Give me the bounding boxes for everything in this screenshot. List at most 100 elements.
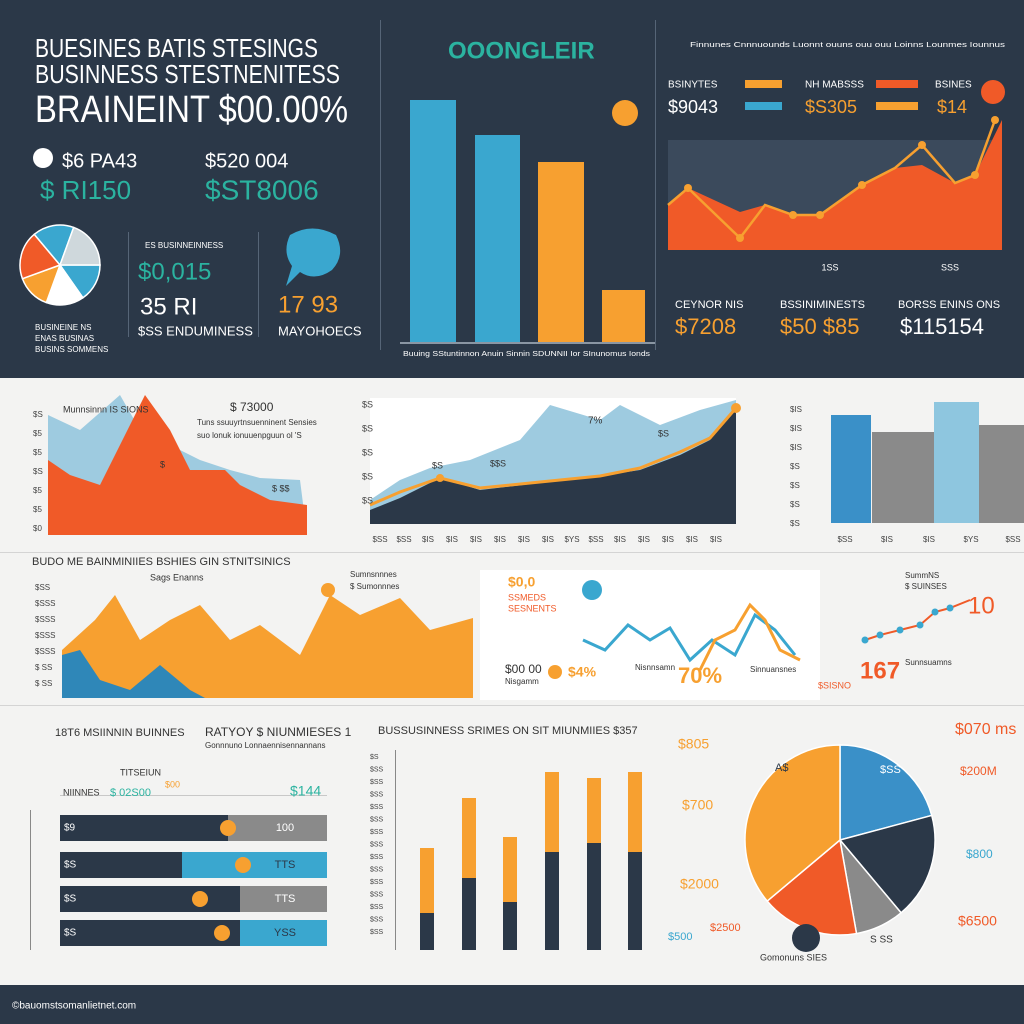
frame bbox=[60, 795, 327, 796]
value-text: $7208 bbox=[675, 314, 736, 339]
point bbox=[731, 403, 741, 413]
label-text: $6 PA43 bbox=[62, 150, 137, 172]
axis-label: $SS bbox=[370, 829, 384, 836]
point bbox=[548, 665, 562, 679]
axis-label: $ SS bbox=[35, 663, 52, 672]
label-text: BORSS ENINS ONS bbox=[898, 299, 1000, 311]
trend-point bbox=[736, 234, 744, 242]
divider bbox=[0, 552, 1024, 553]
axis-label: $IS bbox=[923, 535, 935, 544]
axis-label: $SSS bbox=[35, 647, 55, 656]
title-text: BUSSUSINNESS SRIMES ON SIT MIUNMIIES $35… bbox=[378, 725, 638, 737]
divider bbox=[380, 20, 381, 350]
item-text: $6500 bbox=[958, 913, 997, 929]
bar-rest bbox=[240, 920, 327, 946]
subtitle-text: Sags Enanns bbox=[150, 572, 204, 582]
axis-label: $SS bbox=[588, 535, 603, 544]
axis-label: $S bbox=[790, 519, 800, 528]
area-blue bbox=[62, 650, 205, 698]
axis-label: $S bbox=[370, 754, 379, 761]
item-text: Gomonuns SIES bbox=[760, 952, 827, 962]
axis-label: $IS bbox=[662, 535, 674, 544]
axis-label: $SS bbox=[370, 804, 384, 811]
item-text: SESNENTS bbox=[508, 603, 557, 613]
item-text: SummNS bbox=[905, 571, 939, 580]
axis-label: $IS bbox=[686, 535, 698, 544]
point bbox=[876, 631, 884, 639]
name-text: BSINYTES bbox=[668, 80, 718, 91]
item-text: $0,0 bbox=[508, 574, 535, 590]
bar-rest bbox=[182, 852, 327, 878]
header-text: Finnunes Cnnnuounds Luonnt ouuns ouu ouu… bbox=[690, 42, 1006, 49]
axis-label: $SS bbox=[372, 535, 387, 544]
axis-label: $IS bbox=[790, 424, 802, 433]
axis-label: $SS bbox=[396, 535, 411, 544]
axis-label: $SSS bbox=[35, 631, 55, 640]
axis-label: $SS bbox=[370, 766, 384, 773]
bar-rest bbox=[228, 815, 327, 841]
item-text: $2500 bbox=[710, 922, 741, 934]
row-label: $9 bbox=[64, 823, 76, 834]
trend-area bbox=[668, 120, 1002, 250]
row-label: $S bbox=[64, 894, 77, 905]
line-orange bbox=[698, 602, 801, 671]
item-text: 1SS bbox=[821, 262, 838, 272]
point bbox=[896, 626, 904, 634]
legend-swatch bbox=[876, 102, 918, 110]
bar-bottom bbox=[420, 913, 434, 950]
bar-dark bbox=[60, 886, 240, 912]
item-text: $S bbox=[432, 460, 443, 470]
axis-label: $IS bbox=[518, 535, 530, 544]
bar-dark bbox=[60, 815, 228, 841]
row-value: 100 bbox=[276, 822, 294, 834]
item-text: $ 02S00 bbox=[110, 787, 151, 799]
item-text: BUSINNESS STESTNENITESS bbox=[35, 59, 340, 89]
axis-label: $5 bbox=[33, 448, 42, 457]
item-text: BRAINEINT $00.00% bbox=[35, 89, 348, 131]
note-text: ES BUSINNEINNESS bbox=[145, 241, 223, 250]
caption-text: $SS ENDUMINESS bbox=[138, 323, 253, 338]
bar-bottom bbox=[503, 902, 517, 950]
axis-label: $SS bbox=[370, 779, 384, 786]
axis-label: $SS bbox=[370, 904, 384, 911]
title-text: OOONGLEIR bbox=[448, 37, 595, 64]
bar-bottom bbox=[545, 852, 559, 950]
pie-wedge bbox=[839, 744, 933, 841]
axis-label: $YS bbox=[963, 535, 978, 544]
item-text: Tuns ssuuyrtnsuenninent Sensies bbox=[197, 418, 317, 427]
bar bbox=[934, 402, 979, 523]
axis-label: $S bbox=[790, 481, 800, 490]
titleitem-text: RATYOY $ NIUNMIESES 1 bbox=[205, 725, 352, 739]
bar-icon bbox=[612, 100, 638, 126]
item-text: $ Sumonnnes bbox=[350, 582, 399, 591]
item-text: $ bbox=[160, 459, 165, 469]
axis bbox=[30, 810, 31, 950]
item-text: $00 00 bbox=[505, 662, 542, 676]
item-text: $700 bbox=[682, 797, 713, 813]
pie-wedge bbox=[58, 226, 101, 266]
divider bbox=[0, 705, 1024, 706]
clock-icon bbox=[33, 148, 53, 168]
item-text: $SS bbox=[880, 764, 901, 776]
item-text: BUESINES BATIS STESINGS bbox=[35, 33, 318, 63]
bar bbox=[979, 425, 1024, 523]
axis-label: $SS bbox=[370, 916, 384, 923]
point bbox=[321, 583, 335, 597]
trend-point bbox=[918, 141, 926, 149]
bar-top bbox=[587, 778, 601, 858]
axis-label: $IS bbox=[638, 535, 650, 544]
value-text: $14 bbox=[937, 97, 967, 117]
item-text: $00 bbox=[165, 779, 180, 789]
bar-bottom bbox=[628, 852, 642, 950]
row-value: TTS bbox=[275, 859, 296, 871]
value-text: $ST8006 bbox=[205, 174, 319, 205]
axis-label: $S bbox=[362, 399, 373, 409]
line-blue bbox=[582, 612, 797, 663]
trend-point bbox=[816, 211, 824, 219]
name-text: NH MABSSS bbox=[805, 80, 864, 91]
axis-label: $IS bbox=[446, 535, 458, 544]
bar-top bbox=[420, 848, 434, 928]
bar-bottom bbox=[462, 878, 476, 950]
axis-label: $SS bbox=[837, 535, 852, 544]
axis-label: $IS bbox=[422, 535, 434, 544]
